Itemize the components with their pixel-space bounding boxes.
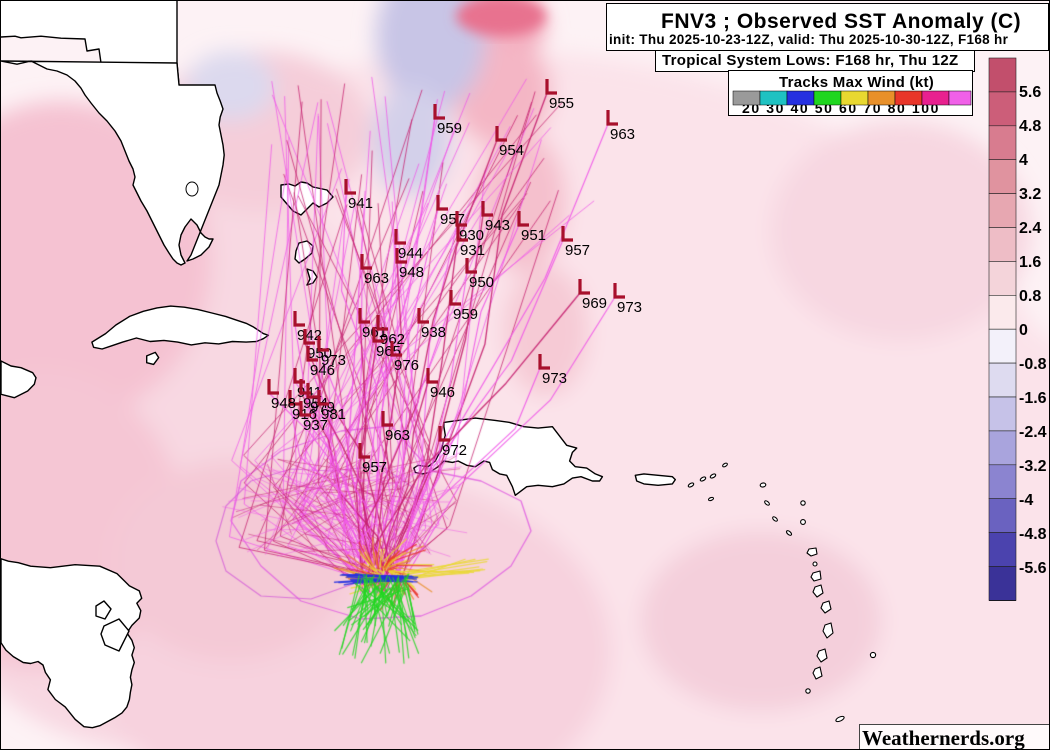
svg-text:954: 954 bbox=[499, 142, 524, 159]
svg-text:972: 972 bbox=[442, 442, 467, 459]
svg-text:959: 959 bbox=[437, 120, 462, 137]
svg-text:944: 944 bbox=[398, 245, 423, 262]
svg-text:946: 946 bbox=[430, 384, 455, 401]
svg-text:938: 938 bbox=[421, 324, 446, 341]
svg-text:937: 937 bbox=[303, 417, 328, 434]
svg-text:959: 959 bbox=[453, 306, 478, 323]
svg-text:951: 951 bbox=[521, 227, 546, 244]
svg-text:973: 973 bbox=[617, 299, 642, 316]
svg-text:946: 946 bbox=[310, 362, 335, 379]
svg-text:963: 963 bbox=[610, 126, 635, 143]
svg-text:963: 963 bbox=[385, 427, 410, 444]
svg-text:948: 948 bbox=[399, 264, 424, 281]
svg-text:957: 957 bbox=[362, 459, 387, 476]
svg-text:976: 976 bbox=[394, 357, 419, 374]
svg-text:957: 957 bbox=[565, 242, 590, 259]
svg-text:973: 973 bbox=[542, 370, 567, 387]
svg-text:950: 950 bbox=[469, 274, 494, 291]
svg-text:955: 955 bbox=[549, 95, 574, 112]
svg-text:941: 941 bbox=[348, 195, 373, 212]
svg-text:963: 963 bbox=[364, 270, 389, 287]
svg-text:948: 948 bbox=[271, 395, 296, 412]
svg-text:931: 931 bbox=[460, 242, 485, 259]
svg-text:969: 969 bbox=[582, 295, 607, 312]
svg-text:943: 943 bbox=[485, 217, 510, 234]
